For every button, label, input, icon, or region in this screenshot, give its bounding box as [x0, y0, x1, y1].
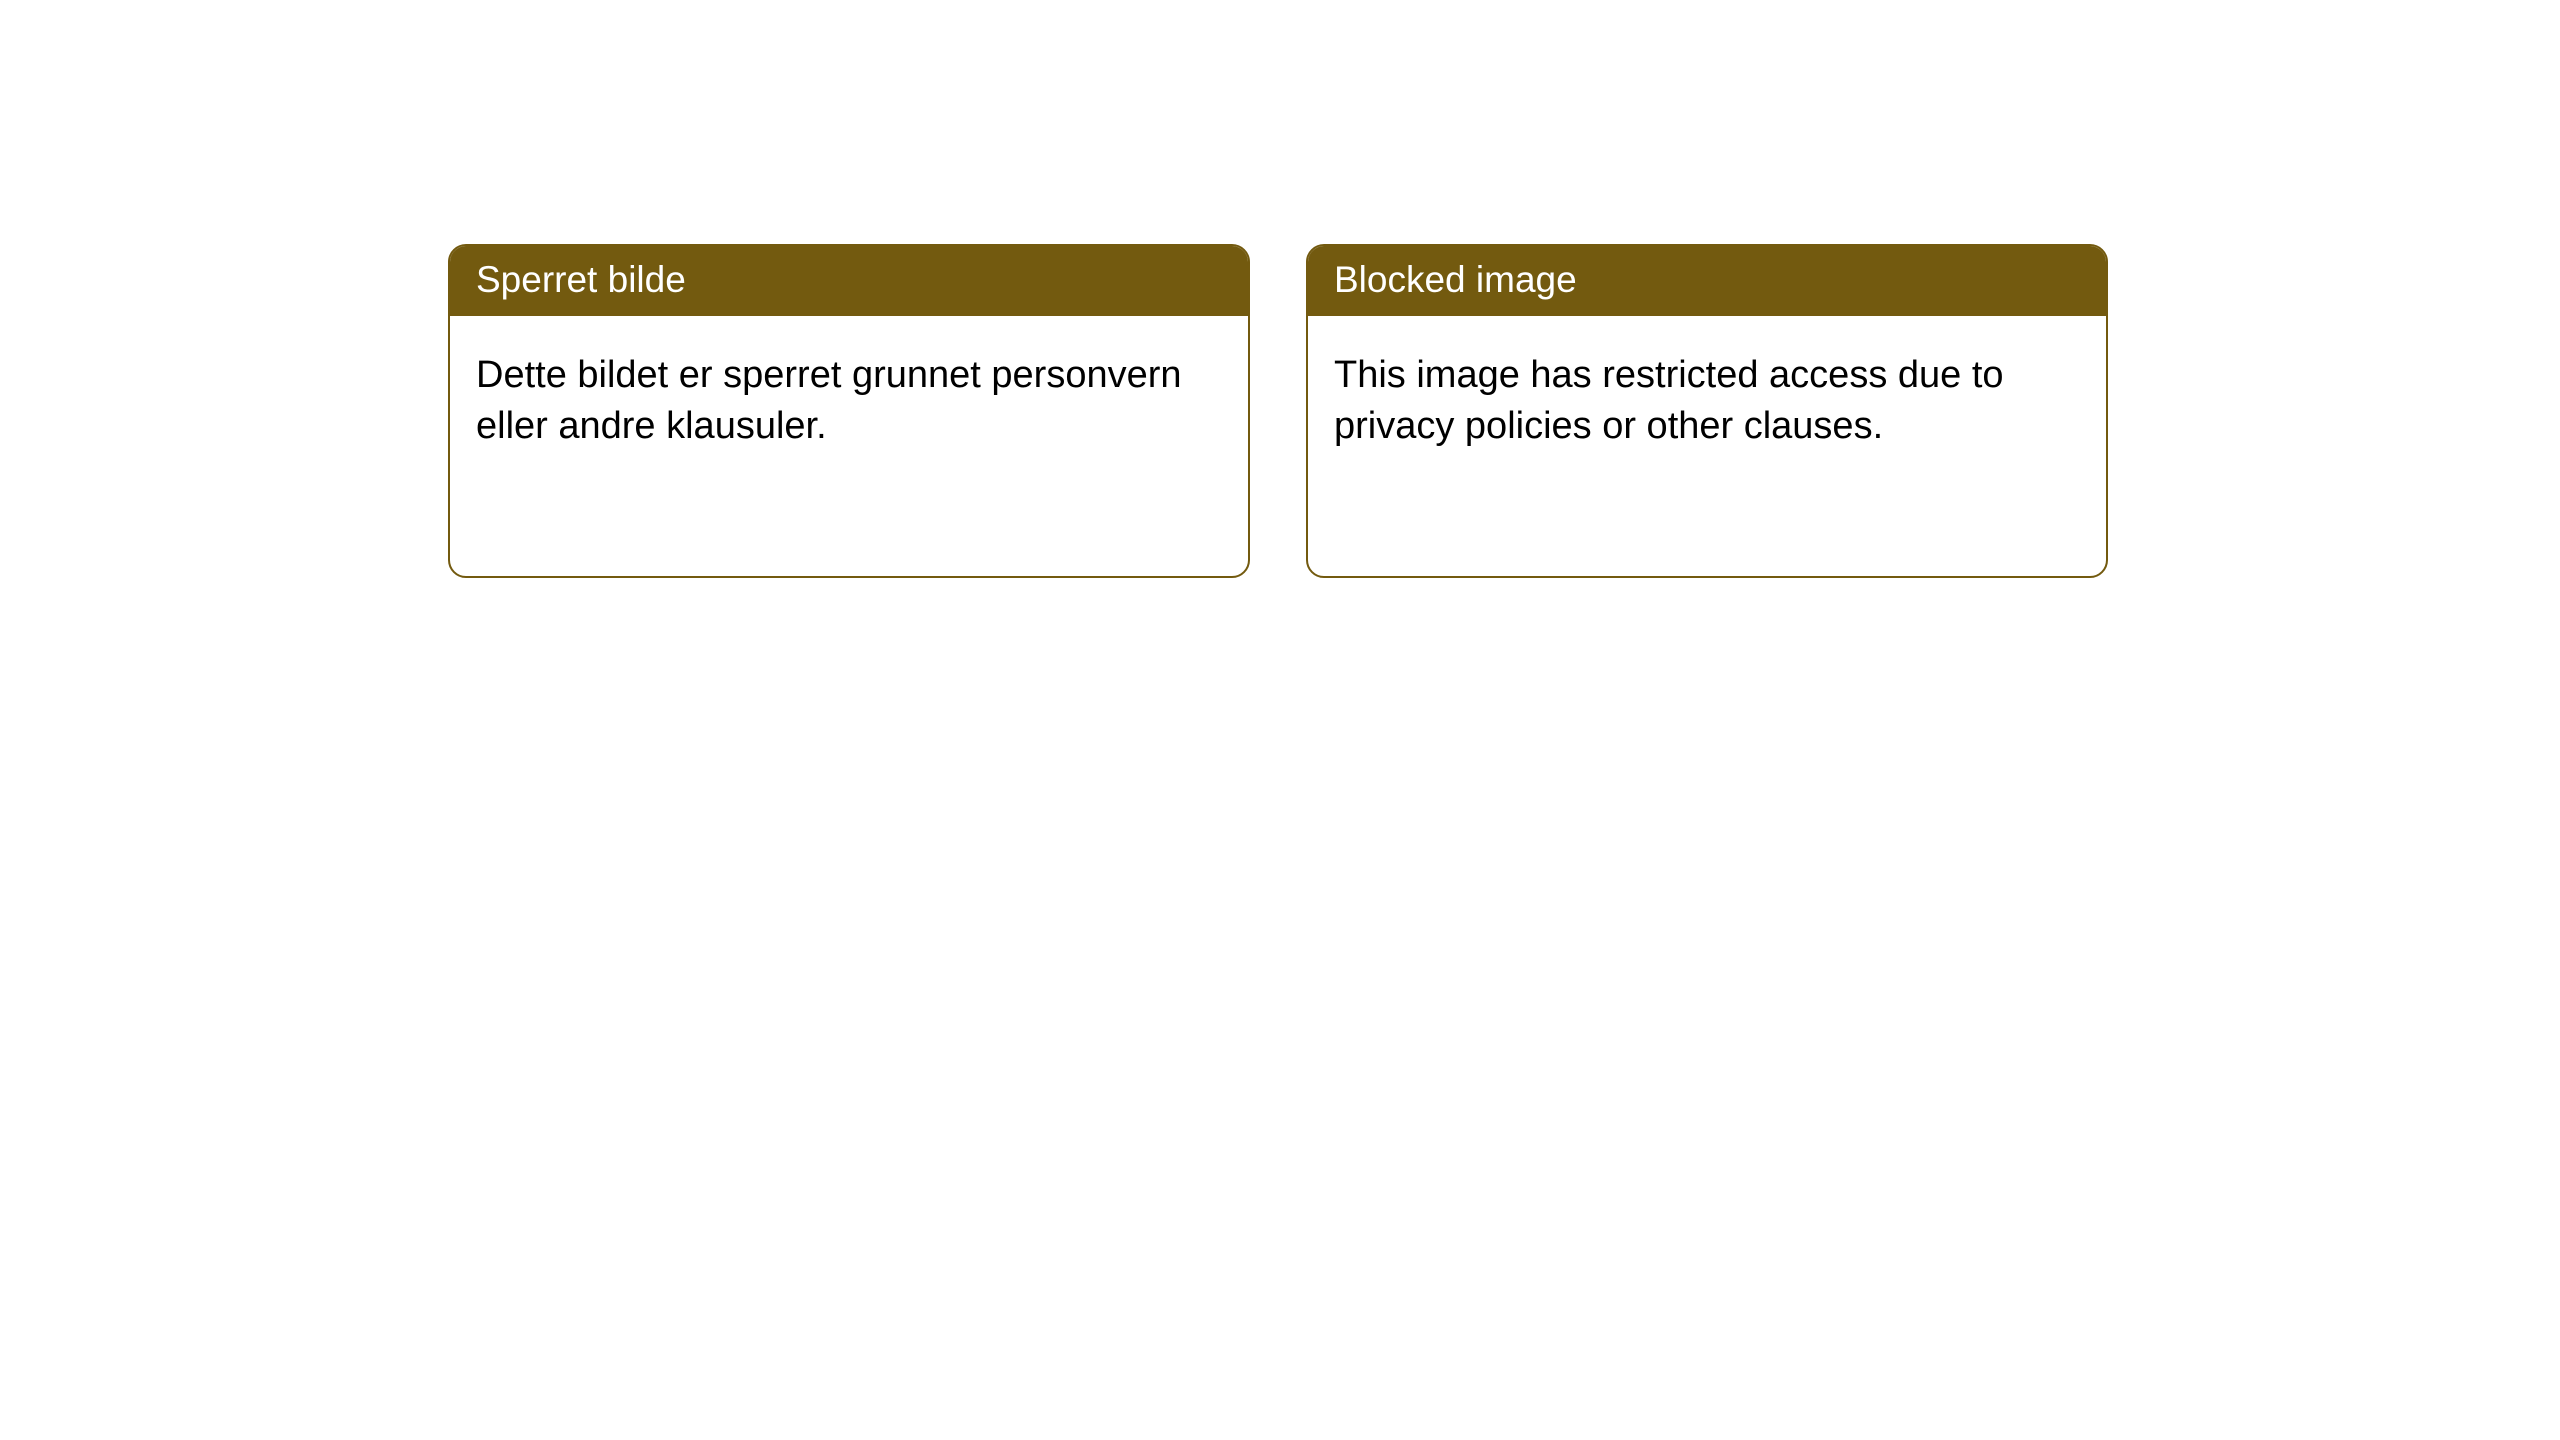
notice-card-english: Blocked image This image has restricted … [1306, 244, 2108, 578]
card-title: Blocked image [1334, 259, 1577, 300]
card-body: Dette bildet er sperret grunnet personve… [450, 316, 1248, 487]
card-message: Dette bildet er sperret grunnet personve… [476, 354, 1182, 447]
card-header: Blocked image [1308, 246, 2106, 316]
card-body: This image has restricted access due to … [1308, 316, 2106, 487]
card-message: This image has restricted access due to … [1334, 354, 2004, 447]
notice-card-norwegian: Sperret bilde Dette bildet er sperret gr… [448, 244, 1250, 578]
notice-cards-container: Sperret bilde Dette bildet er sperret gr… [0, 0, 2560, 578]
card-title: Sperret bilde [476, 259, 686, 300]
card-header: Sperret bilde [450, 246, 1248, 316]
